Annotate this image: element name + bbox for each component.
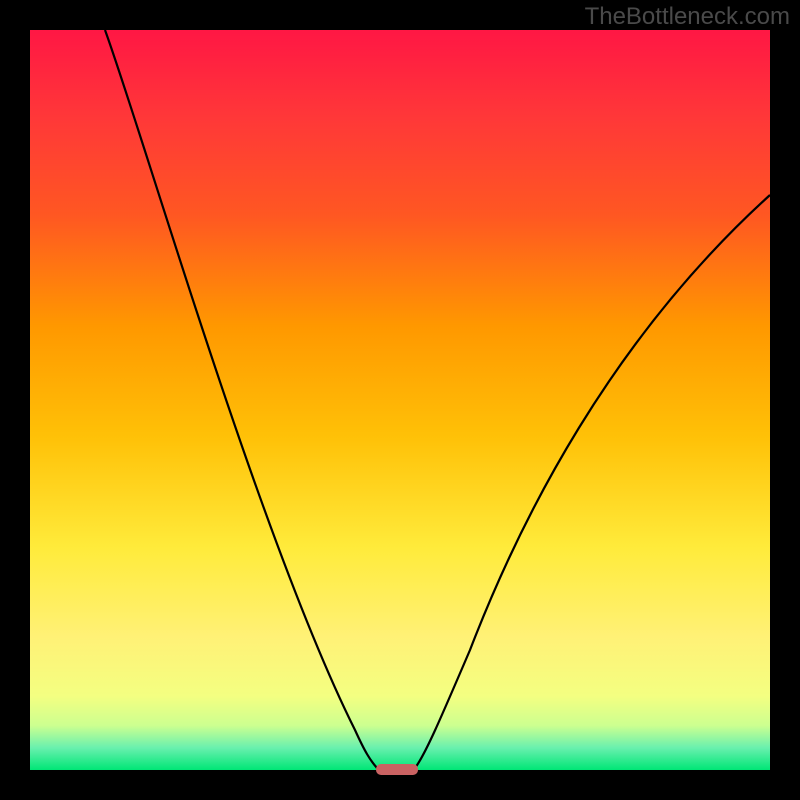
watermark-text: TheBottleneck.com [585, 3, 790, 30]
bottleneck-chart: TheBottleneck.com [0, 0, 800, 800]
chart-container: TheBottleneck.com [0, 0, 800, 800]
optimal-marker [376, 764, 418, 775]
